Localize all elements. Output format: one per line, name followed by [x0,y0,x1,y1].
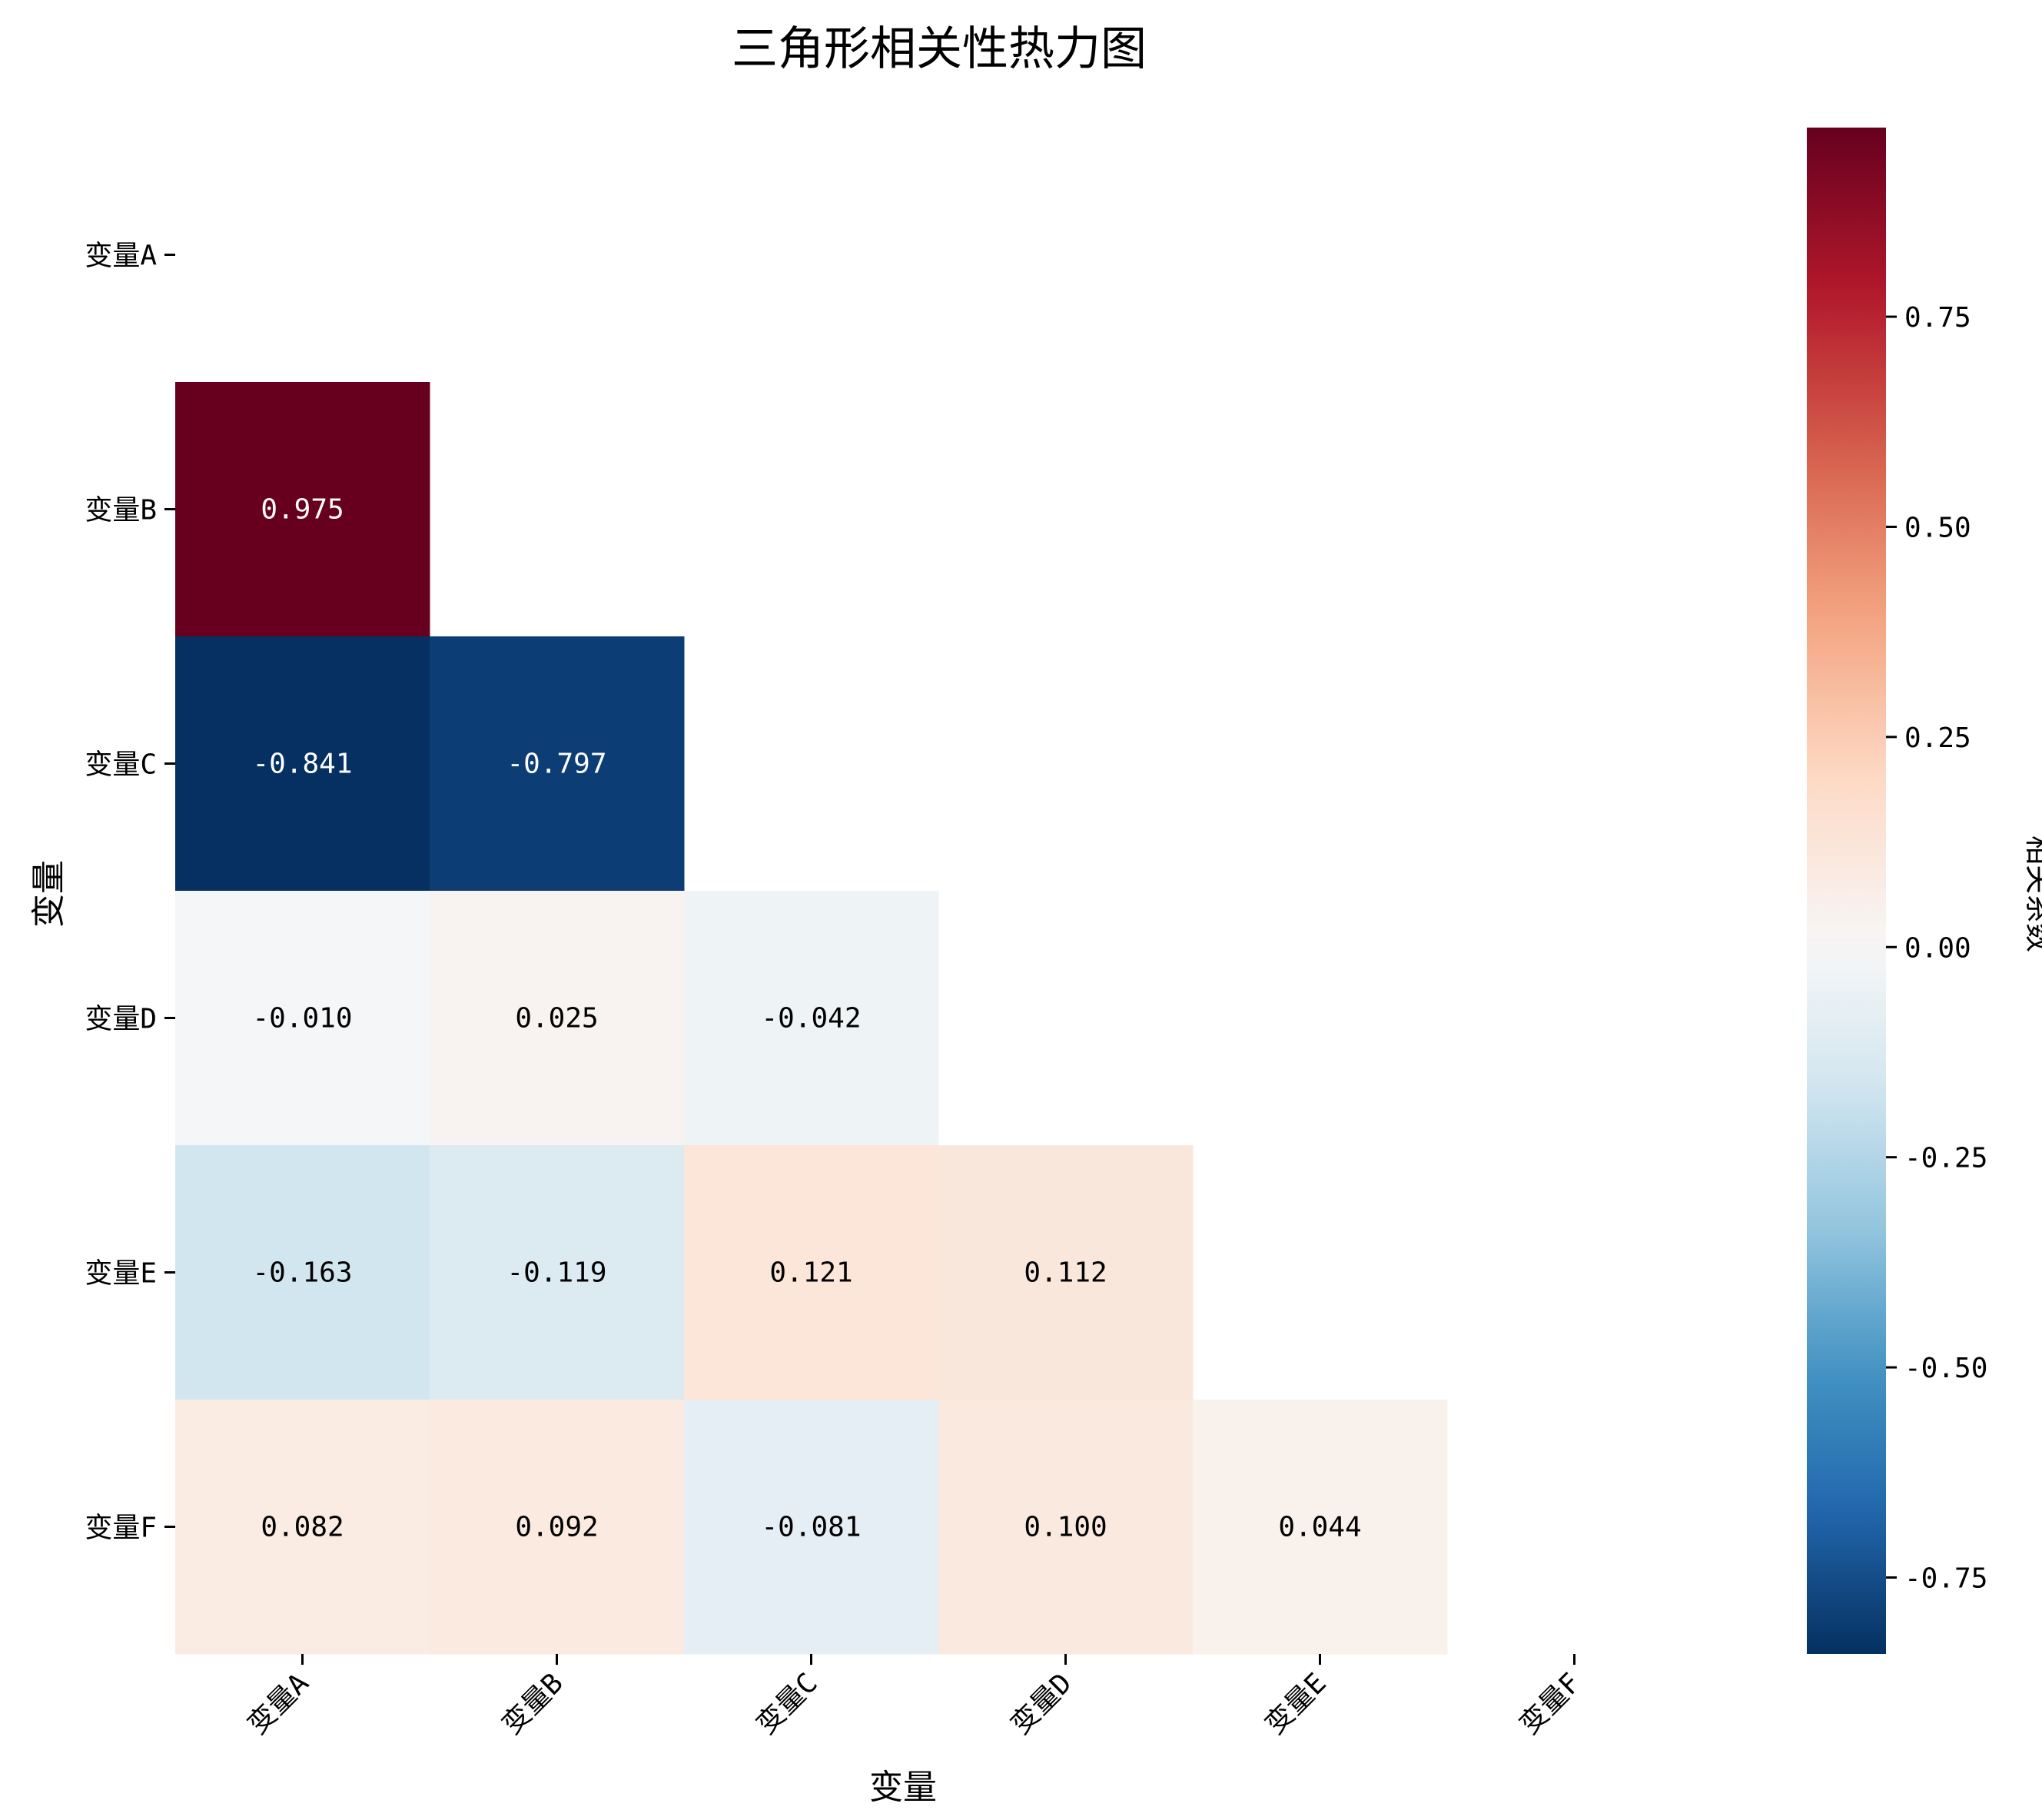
y-axis: 变量A 变量B 变量C 变量D 变量E 变量F [85,241,175,1544]
y-axis-title: 变量 [29,860,68,928]
colorbar-tick-label: 0.50 [1904,512,1971,543]
heatmap-cell [684,1145,939,1400]
colorbar-tick-label: 0.25 [1904,722,1971,754]
heatmap-cell [430,1400,685,1655]
heatmap-cell [175,636,430,892]
cell-value-label: -0.163 [252,1257,352,1289]
heatmap-cell-labels: 0.975 -0.841 -0.797 -0.010 0.025 -0.042 -0.163… [252,494,1361,1543]
heatmap-cell [938,1145,1194,1400]
cell-value-label: 0.025 [515,1003,598,1035]
heatmap-cell [1193,1400,1448,1655]
cell-value-label: 0.082 [261,1512,344,1543]
cell-value-label: 0.044 [1278,1512,1361,1543]
colorbar-tick-label: 0.00 [1904,932,1971,964]
cell-value-label: 0.112 [1024,1257,1107,1289]
cell-value-label: 0.975 [261,494,344,526]
colorbar-tick-label: -0.75 [1904,1563,1987,1594]
cell-value-label: -0.119 [506,1257,606,1289]
colorbar-gradient [1807,128,1886,1654]
heatmap-cell [938,1400,1194,1655]
heatmap-cell [430,636,685,892]
cell-value-label: -0.081 [761,1512,861,1543]
colorbar: 0.75 0.50 0.25 0.00 -0.25 -0.50 -0.75 [1807,128,1987,1654]
colorbar-label: 相关系数 [2022,835,2042,952]
heatmap-cell [175,382,430,637]
colorbar-tick-label: -0.50 [1904,1353,1987,1384]
chart-title: 三角形相关性热力图 [732,22,1147,76]
colorbar-tick-label: -0.25 [1904,1143,1987,1174]
heatmap-cell [684,891,939,1146]
cell-value-label: 0.121 [769,1257,852,1289]
heatmap-cell [175,1400,430,1655]
cell-value-label: -0.841 [252,749,352,780]
y-tick-label: 变量D [85,1004,157,1035]
heatmap-cell [430,1145,685,1400]
x-axis-title: 变量 [869,1768,937,1807]
heatmap-cell [175,1145,430,1400]
cell-value-label: 0.092 [515,1512,598,1543]
heatmap-cells [175,382,1448,1655]
y-tick-label: 变量F [85,1513,157,1544]
cell-value-label: 0.100 [1024,1512,1107,1543]
cell-value-label: -0.797 [506,749,606,780]
y-tick-label: 变量B [85,495,157,526]
heatmap-cell [175,891,430,1146]
cell-value-label: -0.010 [252,1003,352,1035]
colorbar-tick-label: 0.75 [1904,302,1971,334]
y-tick-label: 变量C [85,749,157,781]
cell-value-label: -0.042 [761,1003,861,1035]
y-tick-label: 变量E [85,1258,157,1290]
y-tick-label: 变量A [85,241,157,272]
heatmap-cell [430,891,685,1146]
heatmap-cell [684,1400,939,1655]
